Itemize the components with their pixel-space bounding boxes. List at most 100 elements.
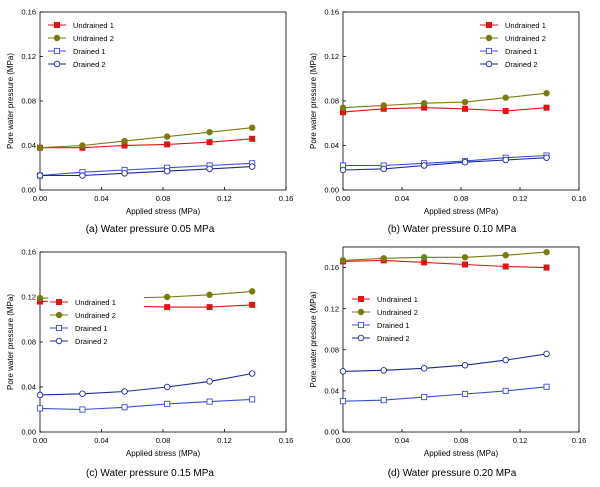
data-point-undrained-2: [79, 142, 86, 149]
panel-caption: (d) Water pressure 0.20 MPa: [388, 468, 517, 479]
y-tick-label: 0.00: [324, 186, 339, 195]
legend-swatch-marker: [53, 47, 61, 55]
panel-c: 0.00 0.04 0.08 0.12 0.16 0.00 0.04 0.08 0.12 0.16…: [6, 248, 293, 479]
panel-d: 0.00 0.04 0.08 0.12 0.16 0.00 0.04 0.08 0.12 0.16…: [309, 246, 587, 479]
x-tick-label: 0.12: [513, 436, 528, 445]
series-line-drained-2: [342, 157, 547, 171]
legend-label: Drained 2: [505, 60, 538, 69]
data-point-drained-2: [36, 391, 44, 399]
data-point-undrained-1: [461, 261, 468, 268]
y-tick-label: 0.08: [324, 97, 339, 106]
legend-label: Undrained 1: [75, 298, 116, 307]
panel-a: 0.00 0.04 0.08 0.12 0.16 0.00 0.04 0.08 0.12 0.16…: [6, 8, 293, 235]
panel-b: 0.00 0.04 0.08 0.12 0.16 0.00 0.04 0.08 0.12 0.16…: [309, 8, 586, 235]
data-point-drained-1: [121, 404, 128, 411]
x-tick-label: 0.04: [395, 436, 410, 445]
x-tick-label: 0.12: [217, 194, 232, 203]
y-tick-label: 0.00: [21, 186, 36, 195]
data-point-drained-2: [206, 165, 213, 173]
legend-swatch-marker: [485, 34, 493, 42]
legend-swatch-marker: [53, 60, 61, 68]
panel-caption: (c) Water pressure 0.15 MPa: [86, 468, 214, 479]
data-point-drained-1: [461, 390, 469, 398]
legend-label: Drained 1: [377, 321, 410, 330]
data-point-undrained-2: [248, 288, 256, 295]
data-point-undrained-2: [248, 124, 256, 131]
panel-caption: (a) Water pressure 0.05 MPa: [86, 224, 215, 235]
series-line-drained-1: [342, 386, 547, 402]
data-point-drained-2: [339, 368, 347, 375]
data-point-drained-2: [206, 378, 213, 385]
data-point-drained-1: [164, 400, 171, 407]
panel-caption: (b) Water pressure 0.10 MPa: [388, 224, 517, 235]
y-tick-label: 0.04: [21, 383, 36, 392]
legend-swatch-marker: [55, 337, 63, 345]
y-axis-label: Pore water pressure (MPa): [309, 291, 318, 387]
y-axis-label: Pore water pressure (MPa): [309, 53, 318, 149]
series-line-undrained-1: [40, 138, 253, 149]
data-point-drained-2: [121, 170, 128, 177]
y-tick-label: 0.00: [324, 428, 339, 437]
x-tick-label: 0.16: [572, 436, 587, 445]
data-point-undrained-2: [163, 293, 171, 301]
data-point-undrained-2: [36, 294, 44, 302]
data-point-undrained-2: [36, 144, 44, 151]
legend-label: Drained 2: [377, 334, 410, 343]
x-tick-label: 0.08: [156, 436, 171, 445]
x-tick-label: 0.12: [217, 436, 232, 445]
data-point-drained-2: [502, 156, 509, 164]
legend-swatch-marker: [357, 334, 365, 342]
data-point-undrained-2: [380, 102, 387, 109]
y-tick-label: 0.12: [21, 293, 36, 302]
x-axis-label: Applied stress (MPa): [424, 207, 499, 216]
data-point-drained-2: [36, 172, 44, 179]
legend-swatch-marker: [54, 21, 61, 28]
legend-label: Drained 2: [75, 337, 108, 346]
legend-label: Undrained 1: [505, 21, 546, 30]
data-point-drained-2: [461, 158, 469, 166]
legend: Undrained 1 Undrained 2 Drained 1 Drained 2: [350, 292, 446, 348]
series-line-undrained-2: [342, 92, 547, 109]
legend-label: Undrained 2: [377, 308, 418, 317]
legend-box: [46, 18, 142, 74]
data-point-undrained-1: [421, 259, 428, 266]
y-axis-label: Pore water pressure (MPa): [6, 294, 15, 390]
data-point-undrained-2: [380, 255, 387, 262]
data-point-undrained-2: [206, 128, 213, 136]
data-point-undrained-2: [461, 98, 469, 106]
legend-swatch-marker: [55, 324, 63, 332]
y-tick-label: 0.16: [324, 263, 339, 272]
legend-swatch-marker: [53, 34, 61, 42]
x-tick-label: 0.16: [279, 436, 294, 445]
x-tick-label: 0.00: [33, 436, 48, 445]
y-tick-label: 0.12: [21, 52, 36, 61]
data-point-drained-2: [461, 361, 469, 369]
legend-swatch-marker: [357, 308, 365, 316]
data-point-drained-2: [380, 165, 387, 173]
legend-box: [350, 292, 446, 348]
y-tick-label: 0.16: [21, 8, 36, 17]
x-tick-label: 0.00: [336, 436, 351, 445]
x-tick-label: 0.08: [156, 194, 171, 203]
data-point-drained-2: [339, 166, 347, 174]
legend-label: Drained 1: [505, 47, 538, 56]
series-line-undrained-1: [342, 259, 547, 269]
data-point-drained-2: [79, 172, 86, 179]
data-point-undrained-2: [420, 100, 428, 107]
data-point-drained-1: [249, 396, 256, 403]
data-point-drained-1: [339, 398, 347, 405]
data-point-undrained-1: [164, 304, 171, 311]
data-point-drained-1: [543, 383, 550, 390]
data-point-undrained-2: [420, 254, 428, 261]
y-axis-label: Pore water pressure (MPa): [6, 53, 15, 149]
legend-swatch-marker: [485, 47, 493, 55]
data-point-drained-1: [421, 394, 428, 401]
data-point-undrained-1: [249, 301, 256, 308]
legend-label: Drained 2: [73, 60, 106, 69]
data-point-undrained-2: [461, 254, 469, 261]
x-axis-label: Applied stress (MPa): [126, 449, 201, 458]
y-tick-label: 0.08: [324, 345, 339, 354]
legend-label: Undrained 2: [75, 311, 116, 320]
data-point-drained-2: [543, 154, 550, 161]
